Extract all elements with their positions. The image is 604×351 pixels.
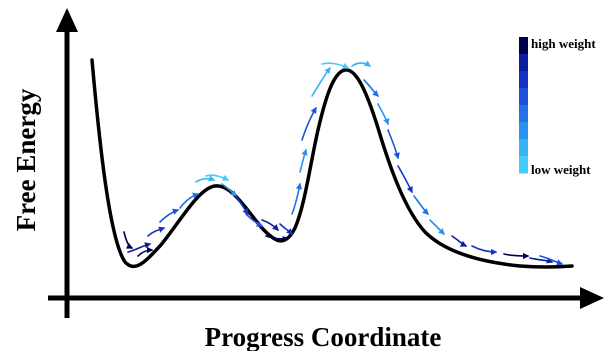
weight-legend-colorbar: [519, 37, 528, 174]
legend-color-swatch: [519, 139, 528, 157]
walker-arrow: [299, 148, 308, 173]
walker-arrow: [503, 252, 530, 260]
walker-arrow: [137, 246, 154, 257]
walker-arrow: [529, 257, 554, 264]
legend-color-swatch: [519, 37, 528, 55]
walker-arrow: [261, 219, 279, 231]
walker-arrow: [147, 226, 166, 237]
legend-color-swatch: [519, 105, 528, 123]
walker-arrow: [429, 219, 445, 235]
walker-arrow: [127, 242, 152, 253]
legend-color-swatch: [519, 71, 528, 89]
x-axis-arrowhead: [580, 287, 604, 309]
walker-arrow: [471, 245, 498, 256]
x-axis-label: Progress Coordinate: [205, 322, 442, 351]
walker-arrow: [311, 66, 331, 97]
walker-arrow: [221, 183, 237, 197]
walker-arrow: [301, 106, 317, 141]
walker-arrow: [291, 182, 303, 215]
walker-arrow: [351, 60, 372, 67]
legend-color-swatch: [519, 122, 528, 140]
y-axis-arrowhead: [56, 8, 78, 32]
walker-arrow: [377, 103, 390, 126]
walker-arrow: [265, 235, 290, 243]
walker-arrow: [397, 165, 413, 194]
walker-arrow: [413, 195, 429, 215]
legend-color-swatch: [519, 156, 528, 174]
legend-color-swatch: [519, 54, 528, 72]
walker-arrow: [279, 223, 293, 235]
walker-arrow: [123, 231, 134, 249]
legend-high-label: high weight: [531, 36, 596, 51]
walker-arrow: [321, 62, 350, 69]
legend-low-label: low weight: [531, 162, 591, 177]
walker-arrow: [387, 129, 400, 160]
legend-color-swatch: [519, 88, 528, 106]
walker-arrow: [451, 235, 468, 247]
walker-trajectories: [123, 60, 564, 266]
walker-arrow: [245, 213, 264, 227]
walker-arrow: [363, 79, 379, 97]
walker-arrow: [159, 208, 180, 223]
walker-arrow: [235, 195, 249, 216]
free-energy-curve: [90, 58, 574, 269]
y-axis-label: Free Energy: [11, 88, 41, 231]
walker-arrow: [205, 174, 230, 181]
walker-arrow: [179, 192, 200, 209]
walker-arrow: [195, 175, 216, 183]
walker-arrow: [539, 255, 564, 266]
